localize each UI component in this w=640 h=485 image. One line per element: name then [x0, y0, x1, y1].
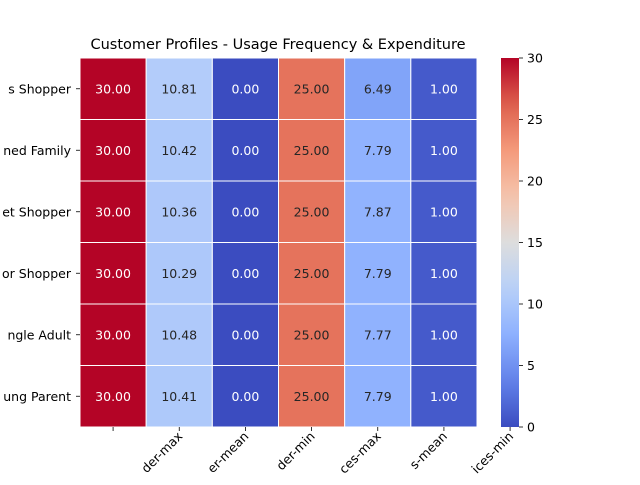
- cell-value-label: 25.00: [294, 81, 330, 96]
- colorbar-gradient: [501, 58, 519, 427]
- cell-value-label: 30.00: [95, 327, 131, 342]
- cell-value-label: 7.79: [364, 266, 392, 281]
- cell-value-label: 25.00: [294, 389, 330, 404]
- column-label: der-max: [138, 429, 185, 476]
- cell-value-label: 10.42: [161, 143, 197, 158]
- heatmap-cell: [145, 57, 213, 120]
- column-label: ces-max: [336, 429, 384, 477]
- row-label: s Shopper: [8, 81, 72, 96]
- row-label: or Shopper: [2, 266, 72, 281]
- cell-value-label: 1.00: [430, 143, 458, 158]
- heatmap-cell: [145, 242, 213, 305]
- colorbar-tick-label: 25: [527, 112, 543, 127]
- cell-value-label: 7.77: [364, 327, 392, 342]
- cell-value-label: 10.29: [161, 266, 197, 281]
- heatmap-cell: [145, 119, 213, 182]
- cell-value-label: 7.79: [364, 389, 392, 404]
- colorbar-tick-label: 15: [527, 235, 543, 250]
- cell-value-label: 25.00: [294, 204, 330, 219]
- cell-value-label: 1.00: [430, 266, 458, 281]
- heatmap-cell: [344, 303, 412, 366]
- cell-value-label: 10.36: [161, 204, 197, 219]
- cell-value-label: 1.00: [430, 204, 458, 219]
- colorbar-tick-label: 20: [527, 174, 543, 189]
- cell-value-label: 30.00: [95, 389, 131, 404]
- row-label: ned Family: [3, 143, 71, 158]
- colorbar-tick-label: 10: [527, 297, 543, 312]
- heatmap-cell: [79, 365, 147, 428]
- heatmap-cell: [410, 57, 478, 120]
- cell-value-label: 30.00: [95, 204, 131, 219]
- heatmap-cell: [79, 303, 147, 366]
- heatmap-cell: [79, 57, 147, 120]
- column-labels: der-max er-mean der-min ces-max s-mean ices-m…: [112, 427, 516, 477]
- column-label: der-min: [273, 429, 318, 474]
- heatmap-cell: [278, 303, 346, 366]
- cell-value-label: 0.00: [231, 81, 259, 96]
- heatmap-cell: [79, 242, 147, 305]
- cell-value-label: 0.00: [231, 143, 259, 158]
- cell-value-label: 1.00: [430, 327, 458, 342]
- row-label: et Shopper: [2, 204, 72, 219]
- cell-value-label: 0.00: [231, 327, 259, 342]
- cell-value-label: 7.79: [364, 143, 392, 158]
- heatmap-cell: [410, 119, 478, 182]
- cell-value-label: 1.00: [430, 389, 458, 404]
- cell-value-label: 1.00: [430, 81, 458, 96]
- cell-value-label: 6.49: [364, 81, 392, 96]
- cell-value-label: 0.00: [231, 389, 259, 404]
- chart-title: Customer Profiles - Usage Frequency & Ex…: [90, 37, 465, 53]
- cell-value-label: 10.81: [161, 81, 197, 96]
- colorbar-tick-label: 30: [527, 51, 543, 66]
- cell-value-label: 30.00: [95, 266, 131, 281]
- heatmap-cell: [145, 180, 213, 243]
- cell-value-label: 25.00: [294, 266, 330, 281]
- heatmap-cell: [410, 180, 478, 243]
- heatmap-cell: [278, 119, 346, 182]
- column-label: er-mean: [204, 429, 251, 476]
- cell-value-label: 0.00: [231, 204, 259, 219]
- heatmap-cell: [211, 303, 279, 366]
- heatmap-cell: [344, 180, 412, 243]
- column-label: s-mean: [407, 429, 450, 472]
- heatmap-cells: 30.00 10.81 0.00 25.00 6.49 1.00 30.00 10.42 0.0…: [79, 57, 478, 428]
- heatmap-cell: [278, 180, 346, 243]
- heatmap-cell: [211, 57, 279, 120]
- row-label: ung Parent: [3, 389, 71, 404]
- heatmap-cell: [278, 242, 346, 305]
- cell-value-label: 10.48: [161, 327, 197, 342]
- cell-value-label: 25.00: [294, 143, 330, 158]
- heatmap-cell: [410, 303, 478, 366]
- colorbar: 0 5 10 15 20 25 30: [501, 51, 543, 435]
- heatmap-cell: [410, 242, 478, 305]
- cell-value-label: 30.00: [95, 81, 131, 96]
- row-label: ngle Adult: [7, 327, 71, 342]
- heatmap-cell: [211, 242, 279, 305]
- row-labels: s Shopper ned Family et Shopper or Shopper n…: [2, 81, 80, 404]
- cell-value-label: 7.87: [364, 204, 392, 219]
- heatmap-cell: [278, 57, 346, 120]
- heatmap-cell: [410, 365, 478, 428]
- cell-value-label: 10.41: [161, 389, 197, 404]
- heatmap-cell: [344, 242, 412, 305]
- colorbar-tick-label: 5: [527, 358, 535, 373]
- colorbar-tick-label: 0: [527, 420, 535, 435]
- cell-value-label: 25.00: [294, 327, 330, 342]
- cell-value-label: 0.00: [231, 266, 259, 281]
- column-label: ices-min: [468, 429, 516, 477]
- cell-value-label: 30.00: [95, 143, 131, 158]
